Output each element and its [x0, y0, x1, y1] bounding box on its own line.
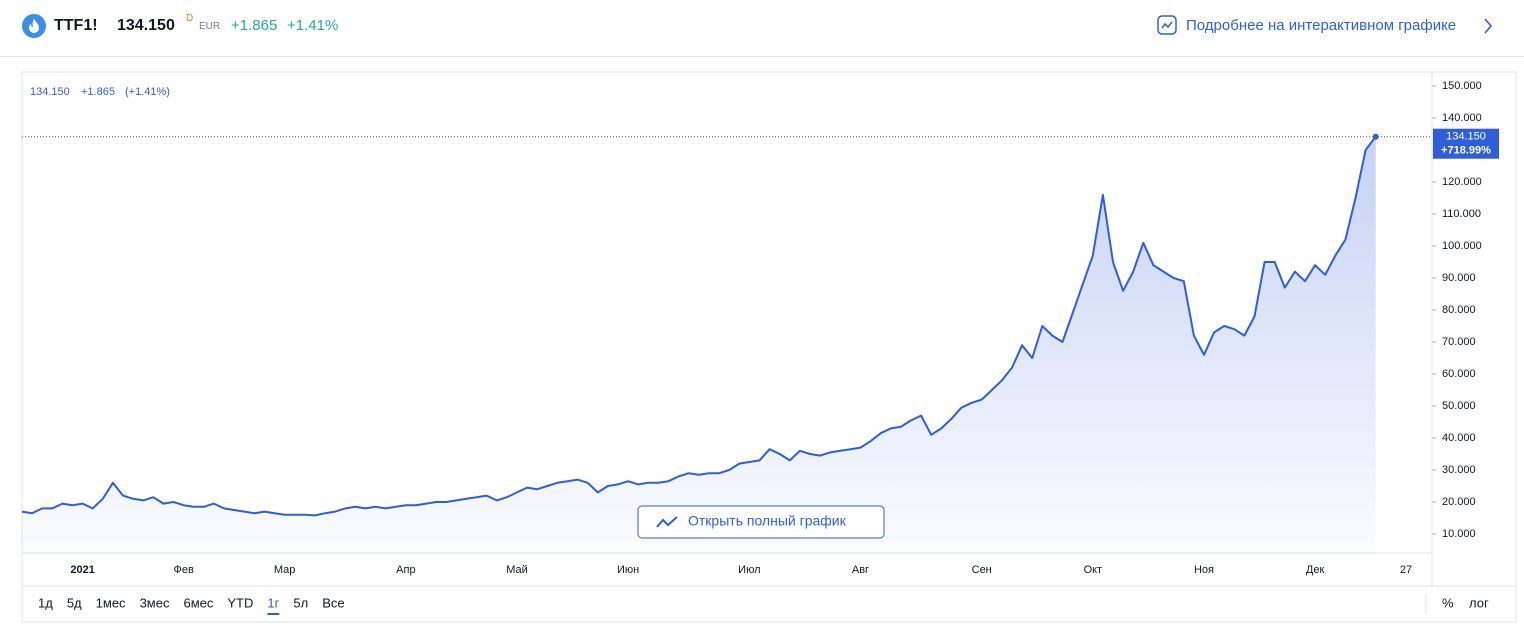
- legend-change: +1.865: [81, 86, 115, 98]
- y-tick-label: 30.000: [1442, 464, 1476, 476]
- y-tick-label: 70.000: [1442, 336, 1476, 348]
- x-tick-label: Фев: [173, 564, 193, 576]
- price-badge: [1433, 128, 1499, 159]
- scale-option[interactable]: лог: [1469, 595, 1489, 610]
- button-label: Открыть полный график: [688, 513, 847, 529]
- x-tick-label: 2021: [70, 564, 94, 576]
- chevron: [1484, 18, 1493, 34]
- y-tick-label: 150.000: [1442, 80, 1482, 92]
- y-tick-label: 20.000: [1442, 496, 1476, 508]
- range-button[interactable]: YTD: [227, 595, 253, 610]
- x-tick-label: Окт: [1084, 564, 1103, 576]
- symbol: TTF1!: [54, 17, 98, 34]
- x-tick-label: Ноя: [1194, 564, 1214, 576]
- change: +1.865: [231, 17, 278, 34]
- y-tick-label: 10.000: [1442, 528, 1476, 540]
- last-point: [1372, 133, 1379, 140]
- range-button[interactable]: 1г: [267, 595, 279, 610]
- x-tick-label: Июн: [617, 564, 639, 576]
- y-tick-label: 140.000: [1442, 112, 1482, 124]
- range-button[interactable]: 5л: [293, 595, 308, 610]
- legend-change-pct: (+1.41%): [125, 86, 170, 98]
- y-tick-label: 80.000: [1442, 304, 1476, 316]
- x-tick-label: Авг: [852, 564, 869, 576]
- area: [22, 136, 1376, 553]
- header: TTF1! 134.150 D EUR +1.865 +1.41% Подроб…: [0, 0, 1524, 57]
- scale-option[interactable]: %: [1442, 595, 1454, 610]
- line: [21, 136, 1377, 517]
- x-tick-label: 27: [1400, 564, 1412, 576]
- price-flag: D: [186, 13, 194, 24]
- y-tick-label: 110.000: [1442, 208, 1481, 220]
- x-tick-label: Сен: [972, 564, 992, 576]
- range-button[interactable]: Все: [322, 595, 344, 610]
- range-button[interactable]: 3мес: [140, 595, 170, 610]
- y-tick-label: 100.000: [1442, 240, 1482, 252]
- badge-change: +718.99%: [1441, 145, 1491, 157]
- y-tick-label: 60.000: [1442, 368, 1476, 380]
- range-button[interactable]: 5д: [67, 595, 82, 610]
- logo: [22, 14, 46, 38]
- range-button[interactable]: 1мес: [96, 595, 126, 610]
- interactive-link[interactable]: Подробнее на интерактивном графике: [1186, 17, 1457, 34]
- frame: [21, 71, 1517, 623]
- currency: EUR: [199, 21, 221, 32]
- x-tick-label: Дек: [1306, 564, 1325, 576]
- legend-price: 134.150: [30, 86, 70, 98]
- y-tick-label: 120.000: [1442, 176, 1482, 188]
- change-pct: +1.41%: [287, 17, 339, 34]
- range-button[interactable]: 6мес: [183, 595, 213, 610]
- button-icon: [656, 516, 678, 528]
- badge-price: 134.150: [1446, 131, 1486, 143]
- x-tick-label: Июл: [738, 564, 760, 576]
- x-tick-label: Май: [506, 564, 528, 576]
- x-tick-label: Мар: [274, 564, 296, 576]
- x-tick-label: Апр: [396, 564, 415, 576]
- range-button[interactable]: 1д: [38, 595, 53, 610]
- link-icon: [1157, 15, 1177, 35]
- y-tick-label: 40.000: [1442, 432, 1476, 444]
- button-box: [637, 505, 885, 539]
- open-chart-button[interactable]: Открыть полный график: [637, 505, 885, 539]
- price: 134.150: [117, 17, 175, 34]
- y-tick-label: 90.000: [1442, 272, 1476, 284]
- y-tick-label: 50.000: [1442, 400, 1476, 412]
